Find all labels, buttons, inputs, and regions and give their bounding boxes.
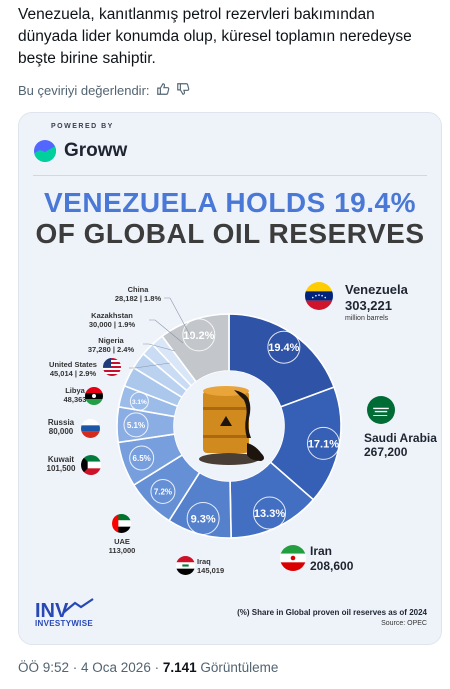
- label-russia: Russia 80,000: [41, 418, 81, 436]
- pct-label-iraq: 9.3%: [191, 513, 216, 525]
- pct-badge-ring: [267, 330, 301, 364]
- leader-line: [164, 297, 192, 338]
- infographic-card[interactable]: POWERED BY Groww VENEZUELA HOLDS 19.4% O…: [18, 112, 442, 645]
- iran-flag-icon: [280, 545, 306, 571]
- label-russia-name: Russia: [47, 418, 75, 427]
- label-china-name: China: [127, 285, 149, 294]
- label-russia-value: 80,000: [48, 427, 74, 436]
- investywise-mark-text: INV: [35, 600, 69, 619]
- label-kuwait-name: Kuwait: [47, 455, 75, 464]
- powered-by-label: POWERED BY: [51, 123, 114, 130]
- label-venezuela-value: 303,221: [345, 298, 392, 313]
- label-kuwait-value: 101,500: [46, 464, 76, 473]
- oil-reserves-donut-chart: 19.4% 17.1% 13.3% 9.3% 7.2% 6.5% 5.1% 3.1% 10.2%: [116, 297, 342, 539]
- label-saudi-arabia-name: Saudi Arabia: [364, 431, 437, 445]
- pct-label-iran: 13.3%: [254, 508, 285, 520]
- leader-line: [129, 362, 171, 369]
- label-venezuela-name: Venezuela: [345, 282, 408, 297]
- label-kazakhstan-name: Kazakhstan: [91, 311, 133, 320]
- header-divider: [33, 175, 427, 176]
- pct-badge-ring: [129, 445, 155, 471]
- label-iran-name: Iran: [310, 544, 333, 558]
- investywise-logo: INV: [35, 597, 95, 624]
- label-nigeria-value: 37,280 | 2.4%: [87, 345, 135, 354]
- label-united-states-value: 45,014 | 2.9%: [49, 369, 97, 378]
- investywise-mark-icon: INV: [35, 598, 94, 622]
- investywise-brand-name: INVESTYWISE: [35, 619, 93, 628]
- pct-badge-ring: [186, 501, 220, 535]
- label-iraq-value: 145,019: [197, 566, 225, 575]
- pct-badge-ring: [253, 496, 287, 530]
- oil-barrel-icon: [199, 386, 264, 465]
- pct-label-kuwait: 6.5%: [133, 454, 151, 463]
- leader-line: [143, 343, 176, 352]
- pct-label-saudi-arabia: 17.1%: [308, 438, 339, 450]
- label-kuwait: Kuwait 101,500: [41, 455, 81, 473]
- label-saudi-arabia-value: 267,200: [364, 445, 408, 459]
- chart-source: Source: OPEC: [381, 620, 427, 627]
- label-uae-value: 113,000: [108, 546, 136, 555]
- label-libya-name: Libya: [65, 386, 85, 395]
- chart-footnote: (%) Share in Global proven oil reserves …: [237, 608, 427, 617]
- label-united-states-name: United States: [49, 360, 97, 369]
- label-nigeria-name: Nigeria: [98, 336, 124, 345]
- translation-feedback: Bu çeviriyi değerlendir:: [18, 82, 190, 99]
- translation-feedback-label: Bu çeviriyi değerlendir:: [18, 83, 150, 98]
- pct-label-libya: 3.1%: [132, 399, 147, 406]
- label-nigeria: Nigeria 37,280 | 2.4%: [83, 336, 139, 354]
- label-iran-value: 208,600: [310, 559, 354, 573]
- pct-badge-ring: [182, 318, 216, 352]
- saudi-flag-icon: [367, 396, 395, 424]
- label-kazakhstan: Kazakhstan 30,000 | 1.9%: [77, 311, 147, 329]
- uae-flag-icon: [112, 514, 131, 533]
- pct-badge-ring: [150, 478, 176, 504]
- pct-label-venezuela: 19.4%: [268, 342, 299, 354]
- venezuela-flag-icon: [305, 282, 333, 310]
- us-flag-icon: [103, 358, 121, 376]
- thumbs-down-icon[interactable]: [176, 82, 190, 99]
- view-count: 7.141: [162, 660, 197, 675]
- tweet-timestamp[interactable]: ÖÖ 9:52 · 4 Oca 2026 ·: [18, 660, 163, 675]
- view-count-label: Görüntüleme: [196, 660, 279, 675]
- label-china: China 28,182 | 1.8%: [113, 285, 163, 303]
- label-venezuela-unit: million barrels: [345, 315, 389, 322]
- pct-label-russia: 5.1%: [127, 421, 145, 430]
- label-uae-name: UAE: [114, 537, 130, 546]
- label-iraq-name: Iraq: [197, 557, 211, 566]
- label-uae: UAE 113,000: [102, 537, 142, 555]
- iraq-flag-icon: [176, 556, 195, 575]
- groww-brand-name: Groww: [64, 140, 128, 161]
- pct-badge-ring: [123, 412, 149, 438]
- pct-badge-ring: [306, 426, 340, 460]
- kuwait-flag-icon: [81, 455, 101, 475]
- groww-logo: Groww: [33, 139, 127, 163]
- label-kazakhstan-value: 30,000 | 1.9%: [88, 320, 136, 329]
- groww-mark-icon: [34, 140, 56, 162]
- label-united-states: United States 45,014 | 2.9%: [45, 360, 101, 378]
- tweet-metadata: ÖÖ 9:52 · 4 Oca 2026 · 7.141 Görüntüleme: [18, 660, 278, 675]
- russia-flag-icon: [81, 419, 100, 438]
- label-libya: Libya 48,363: [57, 386, 93, 404]
- label-china-value: 28,182 | 1.8%: [114, 294, 162, 303]
- label-libya-value: 48,363: [63, 395, 87, 404]
- pct-label-uae: 7.2%: [154, 487, 172, 496]
- leader-line: [149, 319, 184, 344]
- headline-line-2: OF GLOBAL OIL RESERVES: [35, 218, 425, 249]
- label-iraq: Iraq 145,019: [197, 557, 237, 575]
- libya-flag-icon: [85, 387, 103, 405]
- tweet-text: Venezuela, kanıtlanmış petrol rezervleri…: [18, 6, 412, 67]
- pct-label-other: 10.2%: [183, 330, 214, 342]
- headline-line-1: VENEZUELA HOLDS 19.4%: [44, 187, 416, 218]
- pct-badge-ring: [129, 391, 149, 411]
- thumbs-up-icon[interactable]: [156, 82, 170, 99]
